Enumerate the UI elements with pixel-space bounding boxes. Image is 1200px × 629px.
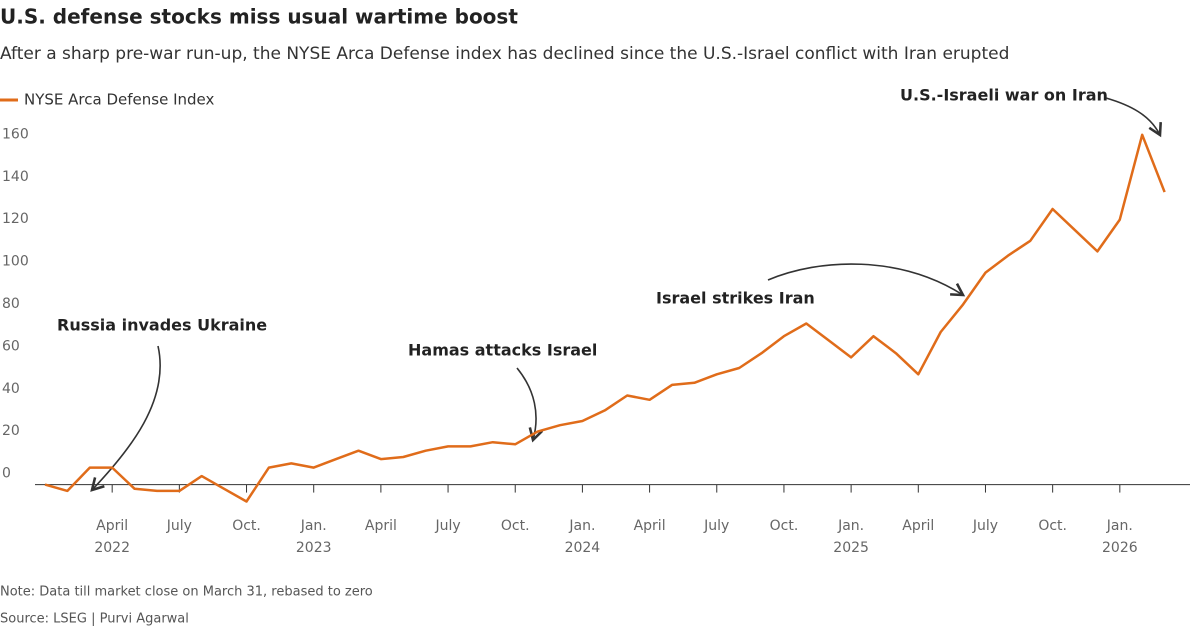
y-tick-label: 160 (2, 126, 29, 142)
x-tick-label: July (434, 518, 460, 534)
y-tick-label: 140 (2, 169, 29, 185)
x-tick-label: Jan. (568, 518, 595, 534)
x-tick-label: Oct. (1038, 518, 1067, 534)
y-tick-label: 100 (2, 254, 29, 270)
x-tick-sublabel: 2024 (565, 540, 601, 556)
y-tick-label: 80 (2, 296, 20, 312)
annotation: Russia invades Ukraine (57, 316, 267, 335)
chart-subtitle: After a sharp pre-war run-up, the NYSE A… (0, 44, 1009, 64)
source: Source: LSEG | Purvi Agarwal (0, 612, 189, 627)
x-tick-label: April (634, 518, 666, 534)
legend-label: NYSE Arca Defense Index (24, 91, 214, 109)
line-series (44, 133, 1166, 503)
x-tick-label: July (166, 518, 192, 534)
annotation-arrow (516, 367, 544, 443)
annotation: Israel strikes Iran (656, 289, 815, 308)
chart-title: U.S. defense stocks miss usual wartime b… (0, 5, 518, 29)
x-tick-label: Jan. (837, 518, 864, 534)
annotation-arrow (767, 263, 966, 297)
y-tick-label: 120 (2, 211, 29, 227)
x-tick-label: April (365, 518, 397, 534)
annotation-arrow (1105, 97, 1162, 138)
annotation: U.S.-Israeli war on Iran (900, 86, 1108, 105)
x-tick-sublabel: 2023 (296, 540, 332, 556)
x-tick-label: Jan. (1106, 518, 1133, 534)
x-tick-label: July (703, 518, 729, 534)
x-tick-label: April (902, 518, 934, 534)
x-tick-sublabel: 2025 (833, 540, 869, 556)
x-tick-sublabel: 2026 (1102, 540, 1138, 556)
x-tick-label: July (972, 518, 998, 534)
x-tick-label: Jan. (300, 518, 327, 534)
y-tick-label: 40 (2, 381, 20, 397)
x-tick-label: April (96, 518, 128, 534)
note: Note: Data till market close on March 31… (0, 585, 373, 600)
y-tick-label: 0 (2, 466, 11, 482)
x-tick-sublabel: 2022 (94, 540, 130, 556)
y-tick-label: 20 (2, 423, 20, 439)
x-tick-label: Oct. (232, 518, 261, 534)
annotation: Hamas attacks Israel (408, 341, 597, 360)
x-tick-label: Oct. (501, 518, 530, 534)
x-tick-label: Oct. (770, 518, 799, 534)
y-tick-label: 60 (2, 338, 20, 354)
annotation-arrow (90, 345, 161, 492)
